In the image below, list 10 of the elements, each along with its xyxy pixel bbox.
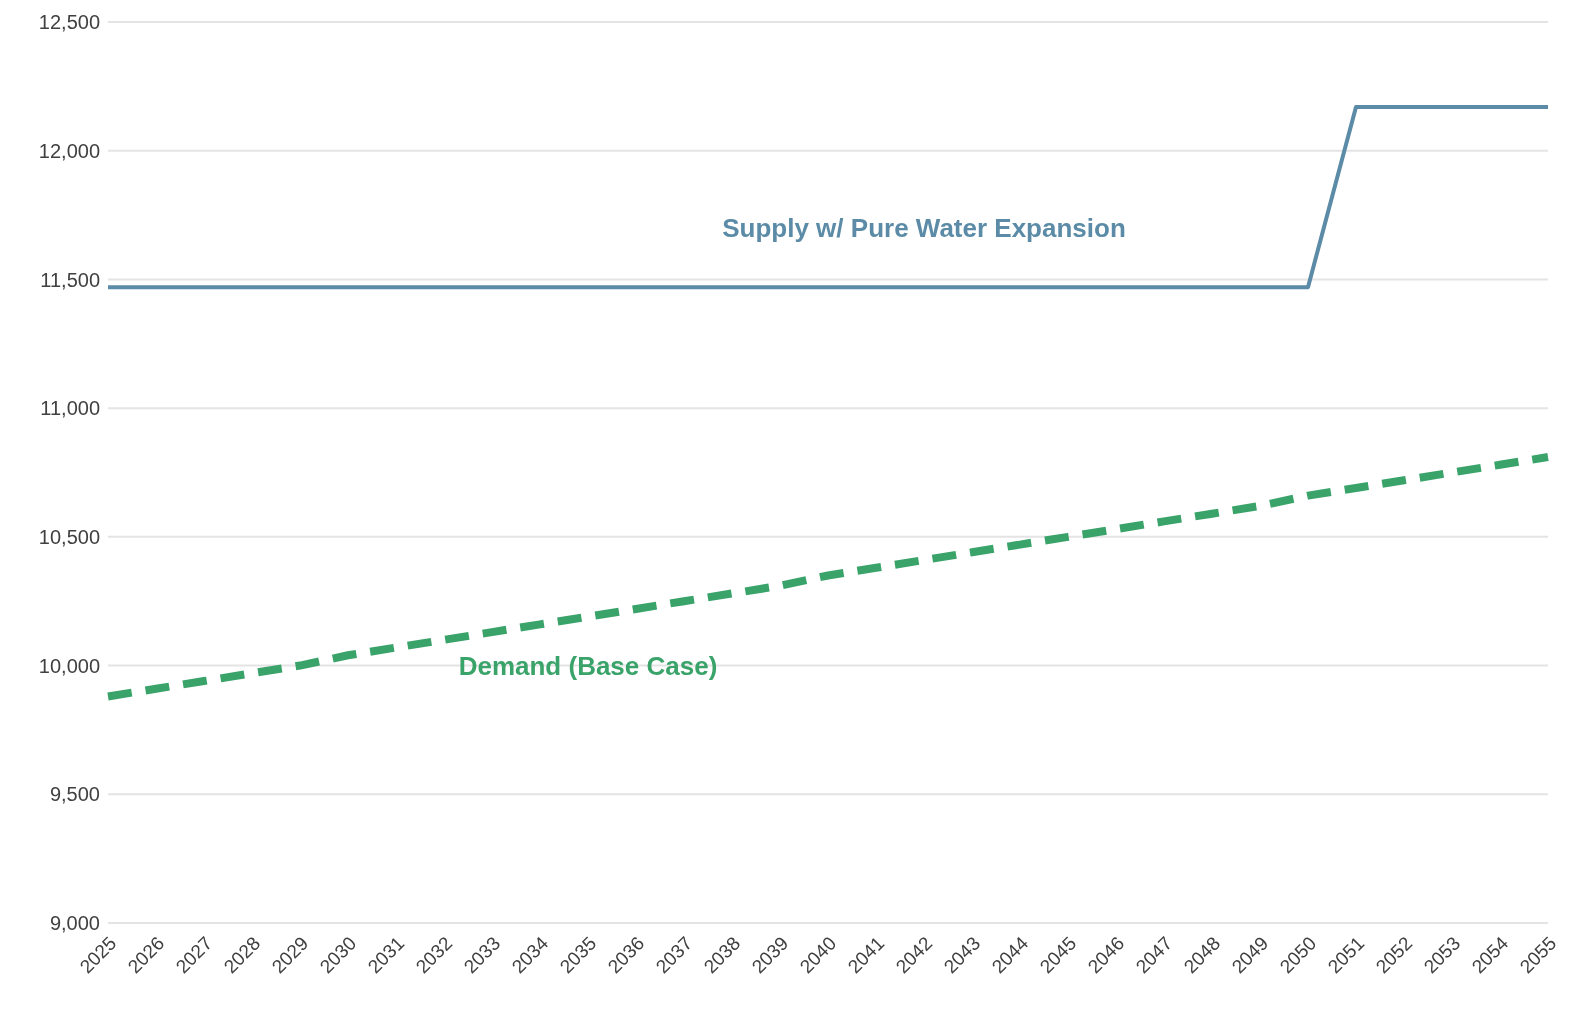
y-tick-label: 9,000 [49,912,100,935]
y-tick-label: 12,000 [38,139,100,162]
y-tick-label: 10,500 [38,525,100,548]
y-tick-label: 12,500 [38,11,100,34]
series-label: Demand (Base Case) [458,650,718,681]
y-tick-label: 11,000 [40,397,100,420]
series-label: Supply w/ Pure Water Expansion [722,213,1126,244]
y-tick-label: 11,500 [40,268,100,291]
y-tick-label: 9,500 [49,783,100,806]
y-tick-label: 10,000 [38,654,100,677]
